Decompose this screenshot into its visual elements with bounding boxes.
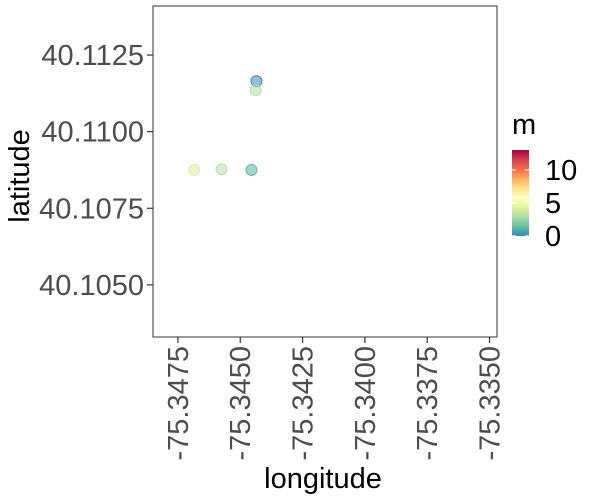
y-tick-label: 40.1125 <box>41 40 144 72</box>
colorbar-tick-label: 0 <box>545 221 561 253</box>
x-tick-label: -75.3400 <box>350 346 382 461</box>
x-tick-label: -75.3450 <box>225 346 257 461</box>
data-point <box>188 163 201 176</box>
x-tick-label: -75.3350 <box>475 346 507 461</box>
x-axis: -75.3475 -75.3450 -75.3425 -75.3400 -75.3375… <box>163 337 507 461</box>
y-axis-title: latitude <box>4 129 36 223</box>
data-point <box>249 84 262 97</box>
x-tick-label: -75.3375 <box>412 346 444 461</box>
y-tick-label: 40.1050 <box>39 270 144 302</box>
colorbar-tick-label: 10 <box>545 155 577 187</box>
x-tick-label: -75.3425 <box>288 346 320 461</box>
y-tick-label: 40.1075 <box>39 193 144 225</box>
data-point <box>245 163 258 176</box>
x-tick-label: -75.3475 <box>163 346 195 461</box>
colorbar <box>512 150 529 236</box>
plot-panel <box>152 5 498 338</box>
y-axis: 40.1050 40.1075 40.1100 40.1125 <box>39 40 153 302</box>
y-tick-label: 40.1100 <box>41 117 144 149</box>
data-point <box>215 163 228 176</box>
x-axis-title: longitude <box>264 463 382 495</box>
legend-title: m <box>512 109 536 141</box>
data-points <box>188 75 263 176</box>
colorbar-tick-label: 5 <box>545 188 561 220</box>
